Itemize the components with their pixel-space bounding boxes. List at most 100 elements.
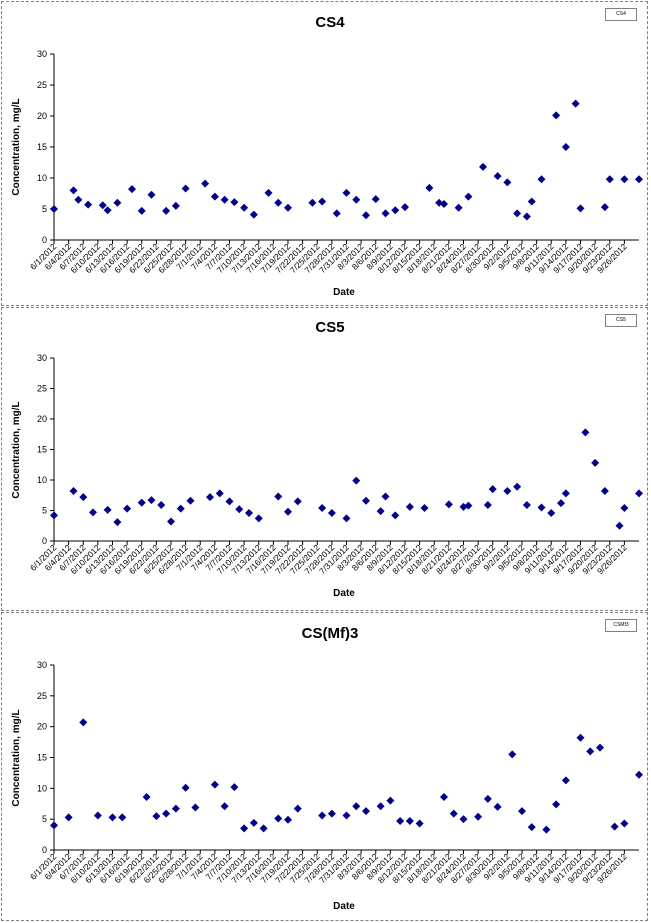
data-point	[128, 185, 136, 194]
data-point	[561, 143, 570, 151]
data-point	[235, 505, 244, 514]
legend: CSMf3	[605, 619, 637, 632]
data-point	[352, 195, 361, 204]
data-point	[464, 192, 473, 201]
y-tick-label: 30	[37, 49, 47, 59]
data-point	[561, 489, 570, 498]
data-point	[157, 501, 166, 510]
data-point	[84, 200, 93, 209]
data-point	[342, 188, 351, 197]
data-point	[449, 809, 458, 818]
y-tick-label: 20	[37, 414, 47, 424]
data-point	[635, 489, 643, 498]
data-point	[600, 486, 609, 495]
chart-panel-cs5: CS5 CS5 Concentration, mg/L Date 0 5 10 15 20 25…	[1, 307, 648, 611]
y-tick-label: 5	[42, 506, 47, 516]
data-point	[50, 511, 58, 520]
data-point	[386, 796, 395, 805]
data-point	[508, 750, 517, 759]
data-point	[93, 811, 102, 820]
data-point	[483, 794, 492, 803]
data-point	[401, 203, 409, 212]
data-point	[147, 190, 156, 199]
data-point	[142, 792, 151, 801]
data-point	[171, 201, 180, 210]
data-point	[513, 209, 522, 218]
data-point	[479, 162, 487, 171]
data-point	[376, 507, 385, 516]
data-point	[362, 807, 370, 816]
data-point	[318, 197, 327, 206]
data-point	[547, 508, 556, 517]
y-tick-label: 5	[42, 204, 47, 214]
y-axis-label: Concentration, mg/L	[11, 401, 22, 498]
data-point	[503, 486, 512, 495]
data-point	[542, 825, 551, 834]
data-point	[605, 175, 614, 184]
x-axis-label: Date	[333, 588, 355, 599]
data-point	[537, 503, 546, 512]
data-point	[181, 783, 190, 792]
y-tick-label: 5	[42, 814, 47, 824]
data-point	[503, 178, 512, 187]
data-point	[415, 819, 424, 828]
y-tick-label: 20	[37, 111, 47, 121]
legend-label: CS4	[616, 11, 626, 17]
chart-title: CS(Mf)3	[302, 625, 359, 642]
data-point	[284, 507, 292, 516]
data-point	[352, 802, 361, 811]
data-point	[635, 770, 643, 779]
data-point	[240, 203, 249, 212]
data-point	[474, 812, 483, 821]
data-point	[522, 501, 531, 510]
data-point	[245, 508, 253, 517]
data-point	[137, 206, 146, 215]
y-tick-label: 25	[37, 384, 47, 394]
data-point	[405, 817, 414, 826]
data-point	[181, 184, 190, 193]
data-point	[425, 183, 434, 192]
data-point	[493, 802, 502, 811]
data-point	[362, 211, 370, 220]
legend-label: CS5	[616, 317, 626, 323]
data-point	[186, 496, 195, 505]
data-point	[537, 175, 546, 184]
data-point	[293, 497, 302, 506]
data-point	[581, 428, 590, 437]
data-point	[74, 195, 83, 204]
data-point	[371, 195, 380, 204]
data-point	[293, 804, 302, 813]
y-axis-label: Concentration, mg/L	[11, 709, 22, 806]
data-point	[147, 496, 156, 505]
data-point	[50, 821, 58, 830]
data-point	[620, 175, 629, 184]
data-point	[254, 514, 263, 523]
data-point	[220, 802, 229, 811]
data-point	[318, 504, 327, 513]
data-point	[610, 822, 619, 831]
y-tick-label: 30	[37, 660, 47, 670]
data-point	[113, 518, 122, 527]
x-axis-label: Date	[333, 287, 355, 298]
data-point	[113, 198, 122, 207]
legend-label: CSMf3	[613, 622, 629, 628]
data-point	[318, 811, 327, 820]
data-point	[527, 197, 536, 206]
y-tick-label: 0	[42, 235, 47, 245]
data-point	[79, 718, 88, 727]
data-point	[342, 514, 351, 523]
legend: CS4	[605, 8, 637, 21]
chart-title: CS5	[315, 319, 344, 336]
data-point	[552, 111, 561, 120]
y-tick-label: 0	[42, 536, 47, 546]
scatter-chart: CS(Mf)3 Concentration, mg/L Date 0 5 10 15 20 25…	[11, 625, 643, 912]
y-tick-label: 15	[37, 142, 47, 152]
data-point	[118, 813, 127, 822]
data-point	[391, 206, 400, 215]
data-point	[561, 776, 570, 785]
y-tick-label: 10	[37, 783, 47, 793]
data-point	[522, 212, 531, 221]
data-point	[137, 498, 146, 507]
